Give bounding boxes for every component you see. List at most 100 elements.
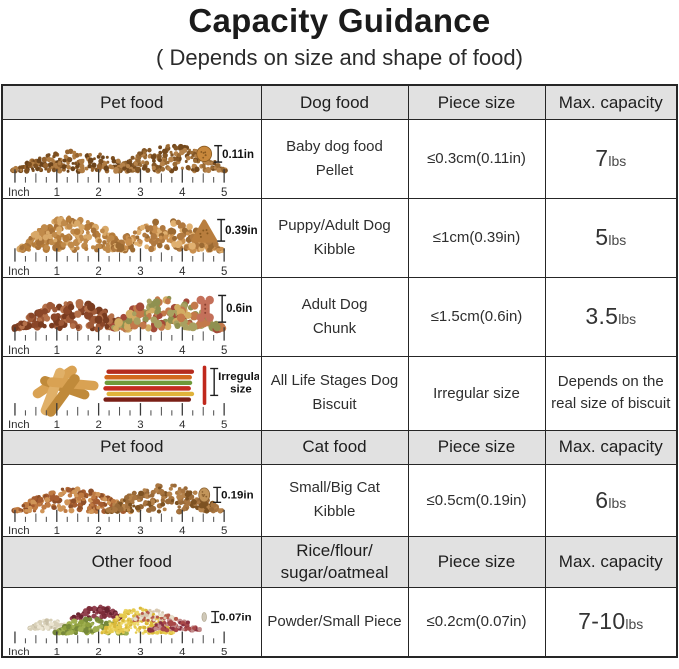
piece-size: ≤1.5cm(0.6in) (407, 276, 546, 357)
header-max-capacity: Max. capacity (544, 84, 678, 120)
header-rice-flour: Rice/flour/ sugar/oatmeal (260, 535, 409, 588)
capacity-unit: lbs (608, 494, 627, 511)
row-powder-small-piece: 0.07in Inch 1 2 3 4 5 Powder/Small Piece ≤0.2c… (1, 586, 678, 658)
svg-text:1: 1 (54, 186, 60, 197)
kibble-food-photo: 0.39in Inch 1 2 3 4 5 (8, 215, 258, 276)
size-marker: 0.11in (196, 144, 254, 163)
piece-size: ≤0.3cm(0.11in) (407, 118, 546, 199)
svg-text:3: 3 (137, 525, 143, 535)
svg-text:4: 4 (179, 265, 186, 276)
svg-text:1: 1 (54, 419, 60, 429)
svg-text:1: 1 (54, 525, 60, 535)
svg-text:3: 3 (137, 186, 143, 197)
svg-text:2: 2 (95, 344, 101, 355)
inch-ruler: Inch 1 2 3 4 5 (8, 327, 227, 355)
max-capacity: 5lbs (544, 197, 678, 278)
food-piles (11, 483, 225, 515)
svg-text:4: 4 (179, 646, 185, 655)
svg-text:2: 2 (95, 186, 101, 197)
header-dog-food: Dog food (260, 84, 409, 120)
food-image-cell: 0.6in Inch 1 2 3 4 5 (1, 276, 262, 357)
svg-text:5: 5 (221, 186, 227, 197)
header-row-other-food: Other food Rice/flour/ sugar/oatmeal Pie… (1, 535, 678, 588)
svg-text:Inch: Inch (8, 344, 30, 355)
header-pet-food: Pet food (1, 429, 262, 465)
svg-text:5: 5 (221, 419, 227, 429)
food-name: All Life Stages Dog Biscuit (260, 355, 409, 431)
svg-text:5: 5 (221, 344, 227, 355)
size-marker: 0.19in (198, 486, 254, 503)
svg-text:0.6in: 0.6in (226, 302, 252, 315)
svg-text:Inch: Inch (8, 646, 30, 655)
header-max-capacity: Max. capacity (544, 429, 678, 465)
row-puppy-adult-kibble: 0.39in Inch 1 2 3 4 5 Puppy/Adult Dog Kibble ≤… (1, 197, 678, 278)
food-piles (27, 604, 202, 636)
svg-text:4: 4 (179, 186, 186, 197)
svg-text:Inch: Inch (8, 186, 30, 197)
inch-ruler: Inch 1 2 3 4 5 (8, 509, 227, 535)
page-subtitle: ( Depends on size and shape of food) (156, 45, 523, 70)
header-row-cat-food: Pet food Cat food Piece size Max. capaci… (1, 429, 678, 465)
size-marker: 0.6in (196, 294, 252, 323)
piece-size: Irregular size (407, 355, 546, 431)
food-piles (10, 143, 228, 174)
chunk-food-photo: 0.6in Inch 1 2 3 4 5 (8, 294, 252, 355)
food-image-cell: 0.39in Inch 1 2 3 4 5 (1, 197, 262, 278)
food-name: Powder/Small Piece (260, 586, 409, 658)
food-image-cell: 0.19in Inch 1 2 3 4 5 (1, 463, 262, 537)
svg-text:size: size (230, 384, 252, 396)
svg-text:3: 3 (137, 265, 143, 276)
header-row-dog-food: Pet food Dog food Piece size Max. capaci… (1, 84, 678, 120)
food-image-cell: 0.07in Inch 1 2 3 4 5 (1, 586, 262, 658)
row-adult-dog-chunk: 0.6in Inch 1 2 3 4 5 Adult Dog Chunk ≤1.5cm(0.… (1, 276, 678, 357)
piece-size: ≤0.5cm(0.19in) (407, 463, 546, 537)
cat-kibble-food-photo: 0.19in Inch 1 2 3 4 5 (8, 483, 254, 535)
row-baby-dog-pellet: 0.11in Inch 1 2 3 4 5 Baby dog food Pellet ≤0.… (1, 118, 678, 199)
svg-text:Inch: Inch (8, 525, 30, 535)
row-cat-kibble: 0.19in Inch 1 2 3 4 5 Small/Big Cat Kibble ≤0.… (1, 463, 678, 537)
food-name: Baby dog food Pellet (260, 118, 409, 199)
capacity-table: Pet food Dog food Piece size Max. capaci… (1, 84, 678, 658)
capacity-unit: lbs (608, 153, 627, 169)
svg-text:Inch: Inch (8, 265, 30, 276)
food-piles (11, 295, 227, 334)
pellet-food-photo: 0.11in Inch 1 2 3 4 5 (8, 143, 254, 197)
svg-text:0.19in: 0.19in (221, 490, 254, 502)
svg-text:4: 4 (179, 344, 186, 355)
header-pet-food: Pet food (1, 84, 262, 120)
header-other-food: Other food (1, 535, 262, 588)
food-name: Adult Dog Chunk (260, 276, 409, 357)
svg-text:1: 1 (54, 646, 60, 655)
capacity-unit: lbs (618, 311, 637, 327)
capacity-unit: lbs (625, 616, 644, 633)
header-piece-size: Piece size (407, 429, 546, 465)
svg-text:Inch: Inch (8, 419, 30, 429)
svg-text:3: 3 (137, 419, 143, 429)
max-capacity: 7-10lbs (544, 586, 678, 658)
svg-text:4: 4 (179, 419, 185, 429)
max-capacity: 7lbs (544, 118, 678, 199)
svg-text:1: 1 (54, 344, 60, 355)
header-cat-food: Cat food (260, 429, 409, 465)
svg-text:5: 5 (221, 646, 227, 655)
svg-text:Irregular: Irregular (218, 371, 259, 383)
header-max-capacity: Max. capacity (544, 535, 678, 588)
food-piles (16, 215, 226, 254)
svg-text:2: 2 (95, 419, 101, 429)
svg-text:0.11in: 0.11in (222, 148, 254, 161)
svg-text:0.07in: 0.07in (219, 612, 251, 623)
size-marker: 0.39in (191, 218, 258, 243)
size-marker: 0.07in (201, 610, 252, 623)
header-piece-size: Piece size (407, 84, 546, 120)
svg-text:5: 5 (221, 525, 227, 535)
food-name: Small/Big Cat Kibble (260, 463, 409, 537)
food-image-cell: 0.11in Inch 1 2 3 4 5 (1, 118, 262, 199)
inch-ruler: Inch 1 2 3 4 5 (8, 631, 227, 656)
capacity-text: Depends on the real size of biscuit (551, 372, 671, 413)
svg-text:2: 2 (95, 265, 101, 276)
powder-food-photo: 0.07in Inch 1 2 3 4 5 (8, 604, 252, 656)
piece-size: ≤1cm(0.39in) (407, 197, 546, 278)
